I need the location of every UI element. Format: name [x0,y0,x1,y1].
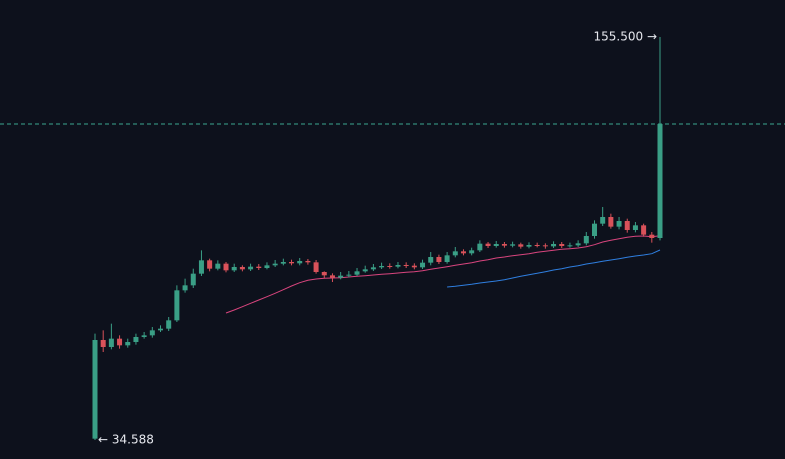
low-label: ← 34.588 [98,433,154,447]
candle-body [469,250,475,254]
candle-body [460,251,466,254]
candle-body [223,263,229,271]
moving-average-line [447,249,661,288]
candle-body [297,261,303,264]
candle-body [616,221,622,227]
candle-body [362,269,368,272]
moving-average-line [225,235,661,314]
candle-body [411,265,417,268]
candle-body [305,261,311,263]
candle-body [289,262,295,264]
candle-body [567,245,573,247]
candle-body [591,223,597,236]
candle-body [501,244,507,246]
candle-body [149,330,155,336]
candle-body [370,267,376,270]
candle-body [510,244,516,246]
candle-body [354,271,360,275]
candle-body [133,337,139,342]
candle-body [395,265,401,267]
candle-body [125,342,131,346]
candle-body [174,290,180,321]
candle-body [321,272,327,276]
candle-body [608,217,614,227]
candle-body [158,328,164,331]
candle-body [649,234,655,238]
candle-body [182,285,188,291]
candle-body [583,236,589,244]
candle-body [600,217,606,224]
candle-body [485,243,491,246]
candle-body [641,225,647,235]
candle-body [198,260,204,274]
candle-body [575,243,581,246]
candle-body [428,257,434,263]
candle-body [264,265,270,268]
candle-body [329,275,335,278]
candle-body [534,245,540,246]
candle-body [379,266,385,268]
candle-body [338,275,344,278]
candle-body [108,338,114,347]
candle-body [248,266,254,270]
candle-body [231,267,237,271]
candle-body [239,267,245,270]
candle-body [215,263,221,269]
candle-body [444,255,450,262]
candle-body [518,244,524,247]
candle-body [117,338,123,346]
candle-body [141,335,147,337]
candle-body [403,265,409,266]
candle-body [657,124,663,238]
candle-body [100,340,106,347]
high-label: 155.500 → [594,30,658,44]
candle-body [272,263,278,266]
candle-body [387,266,393,267]
candle-body [346,274,352,276]
candle-body [632,225,638,230]
candle-body [436,257,442,262]
candle-body [477,243,483,251]
candle-body [207,260,213,269]
candle-body [452,251,458,256]
candle-body [526,245,532,247]
candle-body [190,273,196,286]
candle-body [542,245,548,247]
candle-body [551,244,557,247]
candle-body [280,262,286,264]
candle-body [256,266,262,268]
candle-body [313,262,319,272]
candle-body [166,320,172,329]
candle-body [420,262,426,268]
candle-body [493,244,499,246]
candle-body [624,221,630,230]
candle-body [559,244,565,246]
candle-body [92,340,98,439]
